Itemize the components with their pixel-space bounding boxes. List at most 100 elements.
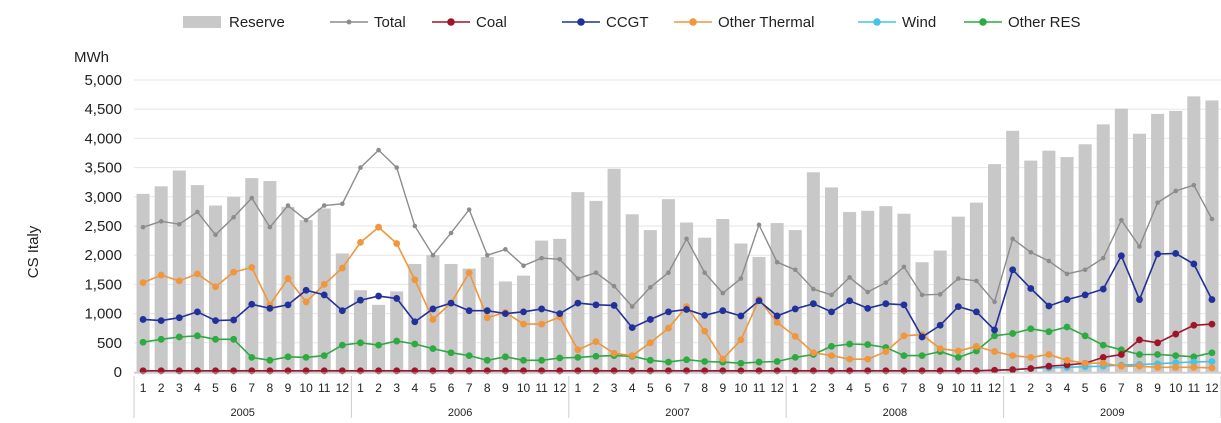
- other-res-point: [393, 337, 401, 345]
- other-res-point: [483, 356, 491, 364]
- ccgt-point: [882, 300, 890, 308]
- total-point: [702, 270, 707, 276]
- other-thermal-point: [230, 268, 238, 276]
- x-tick-label: 4: [411, 381, 418, 395]
- other-res-point: [701, 358, 709, 365]
- reserve-bar: [553, 238, 567, 372]
- x-tick-label: 10: [952, 381, 966, 395]
- x-tick-label: 10: [299, 381, 313, 395]
- x-tick-label: 9: [1154, 381, 1161, 395]
- x-year-label: 2008: [883, 407, 907, 419]
- other-thermal-point: [646, 339, 654, 347]
- other-thermal-point: [991, 348, 998, 355]
- other-res-point: [918, 352, 926, 360]
- legend-entry: Reserve: [229, 14, 285, 31]
- x-tick-label: 3: [611, 381, 618, 395]
- total-point: [774, 259, 780, 265]
- reserve-bar: [897, 213, 911, 372]
- total-point: [213, 232, 218, 238]
- other-res-point: [266, 356, 274, 364]
- reserve-bar: [951, 216, 965, 372]
- other-res-point: [1208, 349, 1216, 357]
- ccgt-point: [357, 296, 364, 304]
- other-res-point: [357, 339, 364, 347]
- ccgt-point: [665, 308, 672, 316]
- x-year-label: 2006: [448, 407, 472, 419]
- other-thermal-point: [1063, 356, 1071, 364]
- other-thermal-point: [791, 332, 799, 340]
- x-tick-label: 6: [448, 381, 455, 395]
- other-thermal-point: [302, 298, 310, 306]
- total-point: [412, 223, 418, 229]
- legend: Reserve Total Coal CCGT Other Thermal Wind Oth…: [183, 14, 1081, 31]
- other-thermal-point: [320, 281, 328, 288]
- x-year-label: 2009: [1100, 407, 1124, 419]
- other-res-point: [139, 338, 147, 346]
- other-thermal-point: [882, 348, 890, 355]
- x-tick-label: 9: [719, 381, 726, 395]
- other-thermal-point: [936, 345, 944, 353]
- total-point: [285, 203, 291, 208]
- other-res-point: [447, 349, 455, 357]
- ccgt-point: [175, 314, 183, 322]
- other-thermal-point: [592, 338, 600, 346]
- x-tick-label: 11: [535, 381, 548, 395]
- total-point: [1173, 188, 1179, 194]
- x-tick-label: 3: [828, 381, 835, 395]
- x-tick-label: 11: [1188, 381, 1201, 395]
- reserve-bar: [1151, 113, 1165, 372]
- total-point: [847, 275, 852, 280]
- ccgt-point: [610, 302, 618, 309]
- ccgt-point: [538, 305, 546, 313]
- reserve-bar: [661, 199, 675, 372]
- ccgt-point: [411, 318, 419, 326]
- other-res-point: [175, 333, 183, 341]
- total-point: [901, 264, 907, 270]
- x-tick-label: 7: [683, 381, 690, 395]
- x-tick-label: 8: [267, 381, 274, 395]
- total-point: [521, 263, 526, 269]
- total-point: [1137, 244, 1142, 249]
- ccgt-point: [991, 326, 998, 334]
- other-thermal-point: [828, 352, 835, 360]
- reserve-bar: [988, 164, 1002, 372]
- wind-point: [1172, 359, 1180, 367]
- x-tick-label: 11: [970, 381, 983, 395]
- x-tick-label: 4: [194, 381, 201, 395]
- other-thermal-point: [375, 223, 382, 231]
- other-thermal-point: [737, 336, 745, 344]
- total-point: [158, 219, 164, 224]
- total-point: [992, 299, 997, 305]
- y-tick-label: 500: [97, 335, 122, 352]
- ccgt-point: [465, 307, 473, 315]
- other-thermal-point: [809, 349, 817, 357]
- other-res-point: [501, 353, 509, 361]
- x-tick-label: 5: [212, 381, 219, 395]
- y-axis-unit: MWh: [74, 49, 109, 66]
- reserve-bar: [1205, 100, 1219, 372]
- legend-entry: Other RES: [1008, 14, 1081, 31]
- ccgt-point: [429, 305, 437, 313]
- x-tick-label: 7: [466, 381, 473, 395]
- y-tick-label: 5,000: [84, 72, 122, 89]
- other-res-point: [1136, 351, 1143, 358]
- other-thermal-point: [665, 324, 672, 332]
- x-tick-label: 6: [665, 381, 672, 395]
- coal-point: [1027, 365, 1035, 372]
- reserve-bar: [426, 255, 440, 372]
- other-thermal-point: [393, 240, 401, 247]
- other-res-point: [556, 354, 564, 362]
- total-point: [1010, 236, 1015, 242]
- other-thermal-point: [483, 314, 491, 322]
- other-res-point: [1081, 332, 1089, 340]
- ccgt-point: [846, 297, 854, 305]
- other-thermal-point: [1099, 359, 1107, 367]
- ccgt-point: [683, 306, 690, 313]
- other-thermal-point: [900, 332, 908, 340]
- x-tick-label: 1: [357, 381, 364, 395]
- ccgt-point: [1190, 260, 1198, 268]
- other-thermal-point: [1045, 351, 1053, 358]
- reserve-bar: [788, 230, 802, 372]
- y-tick-label: 1,000: [84, 306, 122, 323]
- ccgt-point: [212, 317, 219, 325]
